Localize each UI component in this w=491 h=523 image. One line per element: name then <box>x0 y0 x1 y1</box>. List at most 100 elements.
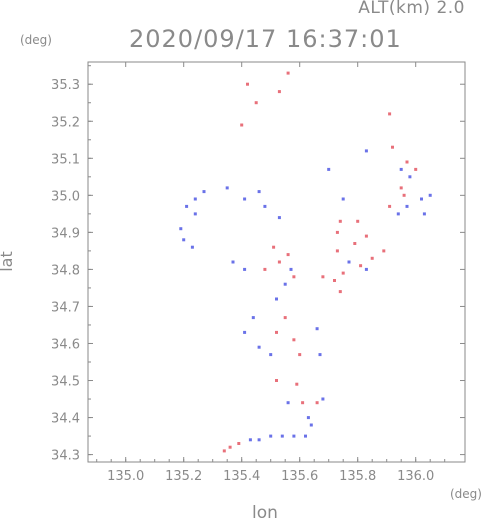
echo-point-negative-10 <box>263 204 267 208</box>
echo-point-positive-26 <box>237 442 241 445</box>
echo-point-positive-27 <box>228 445 232 449</box>
x-tick-label: 135.2 <box>165 469 202 484</box>
echo-point-positive-24 <box>301 401 305 405</box>
echo-point-positive-5 <box>338 219 342 223</box>
echo-point-negative-26 <box>257 438 261 442</box>
x-tick-label: 136.0 <box>397 469 434 484</box>
echo-point-negative-15 <box>251 316 255 320</box>
echo-point-negative-32 <box>364 267 368 271</box>
echo-point-positive-40 <box>263 267 267 271</box>
echo-point-positive-20 <box>292 338 296 342</box>
echo-region-south-blue-patch-2 <box>285 373 306 399</box>
y-tick-label: 34.9 <box>51 226 80 241</box>
echo-point-negative-25 <box>248 438 252 442</box>
x-tick-label: 135.4 <box>223 469 260 484</box>
echo-point-negative-39 <box>399 167 403 171</box>
echo-point-negative-5 <box>182 238 186 242</box>
echo-point-positive-0 <box>388 112 392 116</box>
x-axis-title: lon <box>252 503 278 523</box>
echo-point-positive-12 <box>341 271 345 275</box>
echo-point-negative-3 <box>193 212 197 216</box>
x-tick-label: 135.8 <box>339 469 376 484</box>
echo-point-negative-12 <box>289 267 293 271</box>
echo-point-positive-30 <box>254 101 258 105</box>
timestamp-title: 2020/09/17 16:37:01 <box>129 25 402 53</box>
echo-point-positive-23 <box>295 382 299 386</box>
x-tick-label: 135.0 <box>107 469 144 484</box>
y-tick-label: 34.8 <box>51 263 80 278</box>
echo-point-negative-6 <box>190 245 194 249</box>
x-axis-unit: (deg) <box>450 487 482 501</box>
y-tick-label: 35.3 <box>51 78 80 93</box>
y-axis: 34.3 34.4 34.5 34.6 34.7 34.8 34.9 35.0 35.1 35.2… <box>51 65 465 464</box>
echo-point-positive-10 <box>335 249 339 253</box>
y-tick-label: 34.7 <box>51 300 80 315</box>
echo-point-negative-34 <box>405 204 409 208</box>
echo-point-negative-42 <box>327 167 331 171</box>
y-tick-label: 34.3 <box>51 449 80 464</box>
echo-point-negative-44 <box>243 267 247 271</box>
echo-scatter <box>179 71 432 453</box>
echo-point-positive-1 <box>405 160 409 164</box>
echo-point-negative-30 <box>304 434 307 438</box>
echo-point-negative-35 <box>420 197 423 201</box>
echo-point-positive-8 <box>364 234 368 238</box>
echo-point-negative-33 <box>396 212 400 216</box>
echo-point-positive-4 <box>388 204 392 208</box>
echo-point-positive-35 <box>402 193 406 197</box>
x-tick-label: 135.6 <box>281 469 318 484</box>
echo-point-positive-21 <box>298 353 302 357</box>
echo-point-negative-13 <box>283 282 287 286</box>
y-tick-label: 35.1 <box>51 152 80 167</box>
echo-point-negative-7 <box>225 186 229 190</box>
altitude-label: ALT(km) 2.0 <box>358 0 465 18</box>
echo-point-negative-38 <box>364 149 368 153</box>
echo-point-negative-8 <box>243 197 247 201</box>
echo-point-positive-34 <box>391 145 394 149</box>
echo-point-negative-27 <box>269 434 273 438</box>
y-tick-label: 35.2 <box>51 115 80 130</box>
echo-point-positive-22 <box>275 379 278 382</box>
y-tick-label: 34.6 <box>51 337 80 352</box>
echo-point-negative-36 <box>428 193 432 197</box>
echo-point-negative-29 <box>292 434 296 438</box>
echo-point-positive-11 <box>321 275 325 279</box>
echo-point-positive-25 <box>315 401 319 405</box>
echo-point-negative-19 <box>315 327 319 331</box>
echo-point-negative-16 <box>243 330 247 334</box>
echo-point-positive-39 <box>286 253 290 257</box>
echo-region-south-blue-patch <box>259 317 286 344</box>
echo-point-positive-15 <box>359 264 363 268</box>
echo-region-north-echo <box>291 65 373 151</box>
echo-point-negative-24 <box>309 423 313 427</box>
echo-point-negative-28 <box>280 434 284 438</box>
echo-point-positive-32 <box>286 71 290 75</box>
echo-point-positive-7 <box>353 242 357 245</box>
echo-point-positive-17 <box>382 249 386 253</box>
y-axis-unit: (deg) <box>20 33 52 47</box>
echo-point-negative-0 <box>193 197 197 201</box>
echo-point-negative-20 <box>318 353 322 357</box>
y-tick-label: 34.4 <box>51 412 80 427</box>
y-tick-label: 35.0 <box>51 189 80 204</box>
echo-point-positive-6 <box>335 230 339 234</box>
echo-point-positive-19 <box>275 330 278 334</box>
echo-region-west-blue-cell <box>204 221 233 251</box>
echo-point-negative-14 <box>275 297 278 301</box>
echo-point-positive-9 <box>356 219 360 223</box>
echo-region-west-echo <box>244 225 277 240</box>
echo-point-positive-29 <box>246 82 249 86</box>
echo-point-positive-31 <box>240 123 244 127</box>
echo-point-negative-43 <box>231 260 235 264</box>
echo-region-central-echo <box>293 158 399 270</box>
echo-field <box>204 65 399 414</box>
echo-point-negative-23 <box>306 416 310 420</box>
echo-point-positive-18 <box>283 316 287 320</box>
echo-point-negative-4 <box>179 227 183 231</box>
echo-point-negative-41 <box>341 197 345 201</box>
echo-point-negative-18 <box>269 353 273 357</box>
plot-frame <box>87 61 466 463</box>
echo-point-negative-1 <box>202 190 206 194</box>
echo-point-positive-2 <box>414 167 418 171</box>
